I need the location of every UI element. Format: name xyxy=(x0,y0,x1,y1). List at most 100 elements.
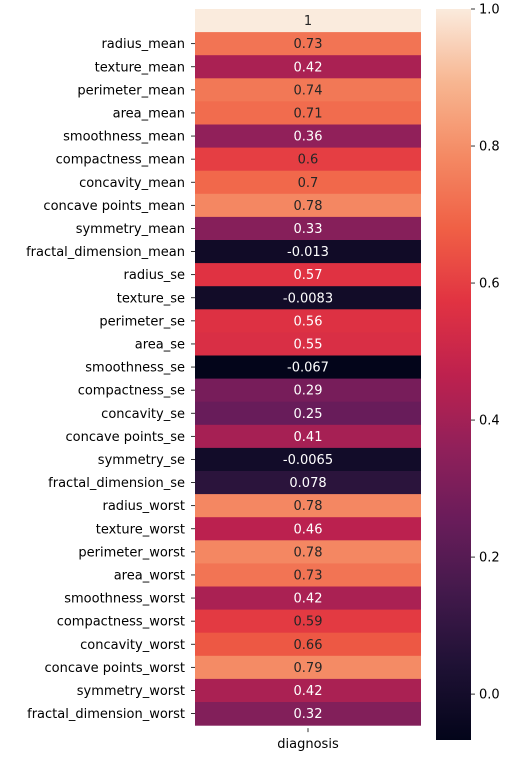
y-tick-label: radius_se xyxy=(124,268,185,283)
heatmap-cell xyxy=(195,540,421,564)
cell-value-label: 0.78 xyxy=(294,199,323,214)
y-tick-label: concave points_mean xyxy=(43,199,185,214)
cell-value-label: 0.71 xyxy=(294,106,323,121)
cell-value-label: 0.36 xyxy=(294,130,323,145)
cell-value-label: 1 xyxy=(304,14,312,29)
cell-value-label: 0.59 xyxy=(294,615,323,630)
heatmap-cells: 1 0.73 0.42 0.74 0.71 0.36 0.6 0.7 0.78 0.33 -0.01… xyxy=(195,9,421,726)
cell-value-label: 0.73 xyxy=(294,37,323,52)
heatmap-cell xyxy=(195,332,421,357)
heatmap-cell xyxy=(195,55,421,79)
heatmap-cell xyxy=(195,632,421,657)
y-tick-label: smoothness_mean xyxy=(63,130,185,145)
y-tick-label: area_worst xyxy=(114,568,185,583)
y-tick-label: smoothness_worst xyxy=(64,592,185,607)
heatmap-cell xyxy=(195,517,421,541)
y-tick-label: texture_mean xyxy=(95,60,185,75)
cell-value-label: 0.56 xyxy=(294,314,323,329)
y-tick-label: radius_mean xyxy=(101,37,185,52)
cell-value-label: 0.41 xyxy=(294,430,323,445)
cell-value-label: 0.57 xyxy=(294,268,323,283)
cell-value-label: -0.0065 xyxy=(283,453,333,468)
y-tick-label: perimeter_worst xyxy=(78,545,185,560)
y-tick-label: compactness_worst xyxy=(57,615,185,630)
heatmap-cell xyxy=(195,170,421,195)
heatmap-cell xyxy=(195,563,421,588)
colorbar-tick-label: 0.8 xyxy=(479,140,500,155)
heatmap-cell xyxy=(195,447,421,472)
heatmap-cell xyxy=(195,263,421,287)
heatmap-cell xyxy=(195,32,421,56)
heatmap-cell xyxy=(195,494,421,518)
colorbar-tick-label: 1.0 xyxy=(479,3,500,18)
colorbar-tick-label: 0.0 xyxy=(479,688,500,703)
colorbar-tick-label: 0.6 xyxy=(479,277,500,292)
heatmap-cell xyxy=(195,471,421,495)
y-tick-label: symmetry_se xyxy=(98,453,185,468)
y-tick-label: concavity_worst xyxy=(80,638,185,653)
cell-value-label: 0.46 xyxy=(294,522,323,537)
y-tick-label: compactness_se xyxy=(78,384,185,399)
y-axis-tick-labels: radius_mean texture_mean perimeter_meanare… xyxy=(26,37,195,722)
heatmap-cell xyxy=(195,424,421,449)
heatmap-cell xyxy=(195,216,421,241)
cell-value-label: 0.78 xyxy=(294,499,323,514)
cell-value-label: 0.29 xyxy=(294,384,323,399)
colorbar-tick-label: 0.2 xyxy=(479,551,500,566)
cell-value-label: -0.013 xyxy=(287,245,329,260)
cell-value-label: -0.0083 xyxy=(283,291,333,306)
heatmap-cell xyxy=(195,124,421,149)
heatmap-cell xyxy=(195,286,421,310)
cell-value-label: 0.42 xyxy=(294,684,323,699)
heatmap-cell xyxy=(195,9,421,33)
cell-value-label: -0.067 xyxy=(287,361,329,376)
y-tick-label: fractal_dimension_worst xyxy=(27,707,185,722)
heatmap-cell xyxy=(195,101,421,126)
y-tick-label: area_mean xyxy=(113,106,185,121)
colorbar-tick-label: 0.4 xyxy=(479,414,500,429)
cell-value-label: 0.7 xyxy=(298,176,319,191)
y-tick-label: area_se xyxy=(135,337,185,352)
heatmap-cell xyxy=(195,401,421,426)
cell-value-label: 0.25 xyxy=(294,407,323,422)
y-tick-label: smoothness_se xyxy=(85,361,185,376)
cell-value-label: 0.78 xyxy=(294,545,323,560)
y-tick-label: concave points_se xyxy=(66,430,185,445)
y-tick-label: perimeter_se xyxy=(99,314,185,329)
colorbar-gradient xyxy=(436,9,471,740)
heatmap-cell xyxy=(195,309,421,333)
heatmap-cell xyxy=(195,609,421,634)
y-tick-label: symmetry_mean xyxy=(76,222,185,237)
x-tick-label: diagnosis xyxy=(277,737,339,752)
y-tick-label: texture_se xyxy=(117,291,185,306)
heatmap-cell xyxy=(195,586,421,611)
y-tick-label: texture_worst xyxy=(96,522,185,537)
heatmap-cell xyxy=(195,678,421,703)
y-tick-label: radius_worst xyxy=(103,499,186,514)
y-tick-label: concavity_mean xyxy=(79,176,185,191)
cell-value-label: 0.73 xyxy=(294,568,323,583)
cell-value-label: 0.66 xyxy=(294,638,323,653)
heatmap-cell xyxy=(195,193,421,218)
cell-value-label: 0.32 xyxy=(294,707,323,722)
cell-value-label: 0.42 xyxy=(294,592,323,607)
heatmap-cell xyxy=(195,78,421,102)
cell-value-label: 0.33 xyxy=(294,222,323,237)
y-tick-label: symmetry_worst xyxy=(77,684,185,699)
y-tick-label: compactness_mean xyxy=(56,153,185,168)
heatmap-cell xyxy=(195,147,421,172)
x-axis-tick-labels: diagnosis xyxy=(277,728,339,752)
y-tick-label: fractal_dimension_mean xyxy=(26,245,185,260)
heatmap-cell xyxy=(195,702,421,726)
y-tick-label: perimeter_mean xyxy=(77,83,185,98)
cell-value-label: 0.79 xyxy=(294,661,323,676)
cell-value-label: 0.74 xyxy=(294,83,323,98)
y-tick-label: concavity_se xyxy=(101,407,185,422)
heatmap-cell xyxy=(195,655,421,680)
cell-value-label: 0.55 xyxy=(294,337,323,352)
heatmap-cell xyxy=(195,378,421,403)
cell-value-label: 0.6 xyxy=(298,153,319,168)
cell-value-label: 0.078 xyxy=(289,476,326,491)
y-tick-label: fractal_dimension_se xyxy=(48,476,185,491)
